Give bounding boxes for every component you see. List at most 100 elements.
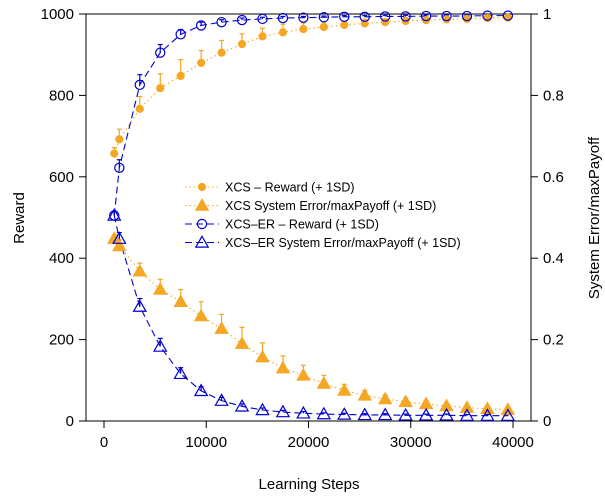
data-point (500, 408, 516, 421)
data-point (134, 79, 145, 91)
legend-marker (194, 198, 210, 211)
legend-marker (196, 218, 208, 230)
data-point (195, 20, 207, 31)
data-point (277, 12, 289, 24)
data-point (439, 407, 454, 421)
data-point (298, 12, 309, 23)
x-tick-label: 40000 (492, 434, 534, 451)
data-point (112, 238, 127, 252)
data-point (339, 11, 350, 23)
data-point (257, 13, 268, 25)
data-point (275, 360, 291, 374)
data-point (135, 104, 144, 113)
data-point (316, 376, 332, 389)
data-point (236, 14, 248, 26)
data-point (214, 321, 229, 334)
data-point (214, 393, 229, 406)
x-axis-label: Learning Steps (259, 476, 360, 493)
data-point (234, 336, 250, 349)
x-tick-label: 30000 (390, 434, 432, 451)
data-point (439, 398, 454, 412)
x-tick-label: 10000 (185, 434, 227, 451)
data-point (299, 24, 308, 34)
data-point (359, 11, 370, 23)
y2-tick-label: 0.4 (543, 250, 564, 267)
data-point (296, 368, 311, 381)
data-point (155, 47, 166, 58)
data-point (216, 16, 227, 28)
series-line-3 (113, 215, 508, 417)
data-point (173, 366, 188, 380)
legend-label: XCS–ER – Reward (+ 1SD) (225, 218, 379, 232)
series-lines (113, 15, 508, 417)
axes: 0 10000 20000 30000 400000200400600800100000… (41, 6, 564, 451)
y2-tick-label: 0.2 (543, 332, 564, 349)
data-point (153, 339, 168, 352)
data-point (357, 387, 372, 401)
data-point (340, 20, 349, 30)
data-point (461, 10, 473, 22)
legend-label: XCS – Reward (+ 1SD) (225, 181, 355, 195)
data-point (176, 71, 185, 80)
data-point (234, 398, 250, 412)
data-point (153, 282, 168, 295)
data-point (319, 22, 328, 32)
data-point (278, 28, 288, 37)
data-point (398, 394, 413, 408)
data-point (112, 231, 127, 244)
data-point (115, 135, 124, 144)
y-tick-label: 0 (66, 413, 74, 430)
series-markers (106, 10, 516, 421)
series-line-0 (113, 17, 508, 154)
data-point (379, 11, 391, 22)
y-tick-label: 200 (49, 332, 74, 349)
error-bars (111, 13, 511, 416)
y2-axis-label: System Error/maxPayoff (586, 136, 603, 299)
data-point (275, 404, 291, 418)
data-point (173, 294, 188, 307)
data-point (255, 349, 270, 363)
data-point (459, 408, 475, 421)
x-tick-label: 20000 (288, 434, 330, 451)
data-point (482, 10, 493, 21)
series-line-2 (113, 15, 508, 216)
series-line-1 (113, 238, 508, 411)
y-tick-label: 800 (49, 87, 74, 104)
y-tick-label: 1000 (41, 6, 74, 23)
data-point (420, 10, 432, 22)
data-point (193, 383, 209, 397)
data-point (462, 14, 472, 23)
data-point (132, 263, 148, 277)
y2-tick-label: 1 (543, 6, 551, 23)
data-point (316, 406, 332, 420)
data-point (237, 40, 247, 49)
data-point (377, 407, 393, 421)
data-point (418, 407, 434, 421)
data-point (480, 408, 495, 421)
data-point (296, 405, 311, 419)
y2-tick-label: 0.6 (543, 169, 564, 186)
data-point (337, 407, 352, 420)
data-point (255, 402, 270, 416)
data-point (217, 48, 226, 57)
data-point (318, 12, 330, 23)
y-tick-label: 400 (49, 250, 74, 267)
legend: XCS – Reward (+ 1SD) XCS System Error/max… (185, 181, 461, 250)
data-point (114, 162, 125, 174)
data-point (175, 29, 186, 40)
data-point (480, 401, 495, 415)
data-point (106, 208, 122, 221)
data-point (156, 83, 165, 93)
legend-marker (194, 235, 210, 248)
data-point (502, 10, 514, 21)
data-point (400, 11, 411, 22)
x-tick-label: 0 (100, 434, 108, 451)
data-point (258, 32, 267, 41)
y-tick-label: 600 (49, 169, 74, 186)
data-point (398, 407, 413, 421)
data-point (459, 400, 475, 413)
data-point (193, 308, 209, 322)
legend-label: XCS System Error/maxPayoff (+ 1SD) (225, 199, 436, 213)
data-point (197, 58, 206, 67)
y2-tick-label: 0 (543, 413, 551, 430)
